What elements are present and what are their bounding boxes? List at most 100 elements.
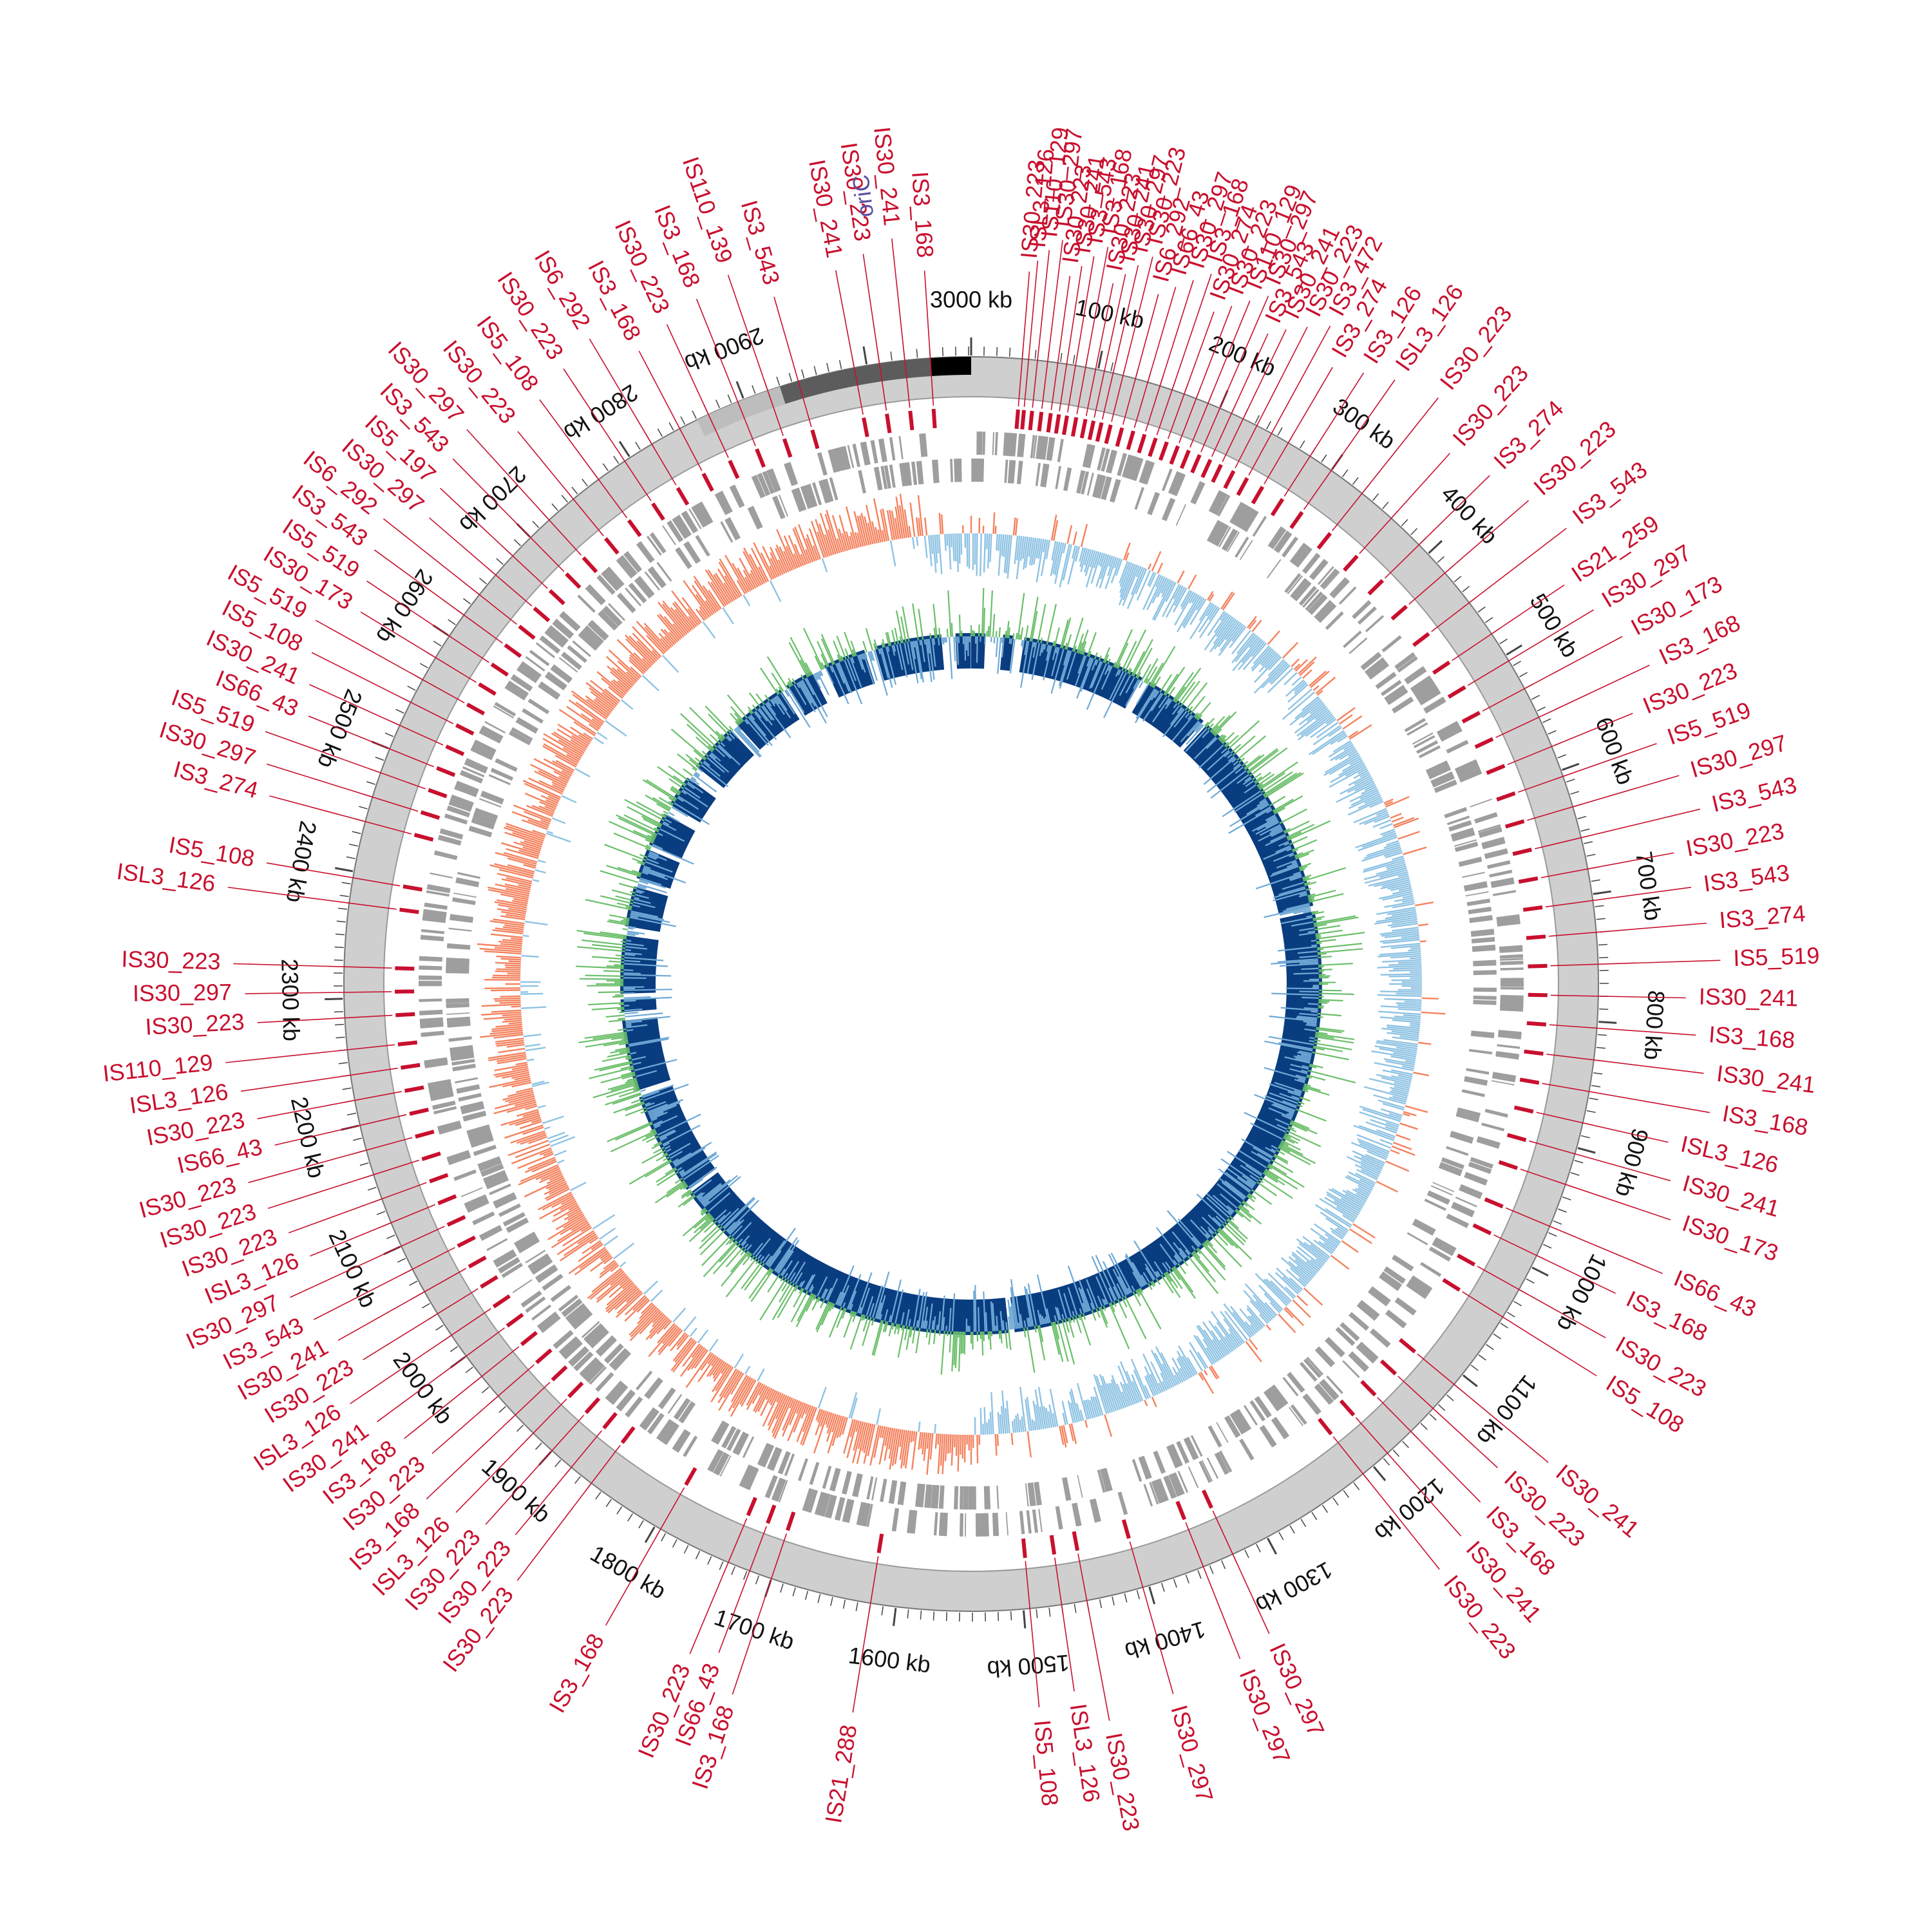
- gc-content-bar: [1265, 1168, 1298, 1190]
- gc-skew-bar: [1349, 724, 1372, 740]
- gc-content-bar: [1224, 741, 1229, 747]
- gc-skew-bar: [649, 1317, 669, 1340]
- gc-content-bar: [1153, 1261, 1164, 1275]
- is-leader-line: [1542, 1083, 1710, 1113]
- gc-skew-bar: [1296, 1294, 1309, 1307]
- gene-block: [446, 1004, 469, 1007]
- gc-skew-bar: [1059, 544, 1070, 588]
- gc-content-bar: [1273, 852, 1294, 862]
- gc-skew-bar: [1282, 1276, 1301, 1294]
- gc-skew-bar: [544, 805, 556, 811]
- gc-content-bar: [913, 641, 916, 648]
- gc-content-bar: [693, 773, 717, 793]
- gene-block: [1218, 1450, 1233, 1473]
- is-element-tick: [1072, 1531, 1080, 1551]
- gc-skew-bar: [1392, 927, 1419, 932]
- gc-content-bar: [1067, 1287, 1078, 1316]
- gene-block: [1473, 960, 1497, 967]
- gc-skew-bar: [558, 775, 569, 782]
- gc-skew-bar: [728, 1376, 750, 1412]
- gc-content-bar: [1046, 603, 1057, 645]
- gc-skew-bar: [691, 585, 714, 616]
- gc-content-bar: [689, 779, 695, 784]
- gc-skew-bar: [743, 569, 755, 590]
- gc-content-bar: [879, 1314, 882, 1320]
- is-element-tick: [1158, 441, 1169, 461]
- gc-skew-bar: [1324, 1197, 1358, 1218]
- gc-content-bar: [1170, 708, 1184, 725]
- gc-skew-bar: [1397, 1008, 1421, 1012]
- gc-content-bar: [820, 634, 835, 665]
- gc-content-bar: [726, 1199, 760, 1233]
- gene-block: [644, 571, 661, 591]
- gc-content-bar: [1313, 1042, 1352, 1050]
- gc-content-bar: [632, 858, 645, 864]
- gene-block: [502, 1212, 526, 1227]
- gc-skew-bar: [510, 1130, 545, 1144]
- gc-content-bar: [1209, 715, 1226, 732]
- gc-content-bar: [839, 1285, 849, 1307]
- gc-content-bar: [1246, 1195, 1255, 1202]
- gc-skew-bar: [1354, 1155, 1383, 1170]
- gc-content-bar: [931, 1320, 934, 1330]
- gc-skew-bar: [1296, 1238, 1327, 1263]
- gc-skew-bar: [1376, 1039, 1418, 1048]
- gc-skew-bar: [819, 513, 835, 555]
- gc-content-bar: [1261, 771, 1293, 793]
- gene-block: [598, 610, 618, 630]
- gc-skew-bar: [518, 849, 540, 857]
- gc-content-bar: [701, 750, 709, 757]
- gc-content-bar: [683, 768, 694, 777]
- gc-content-bar: [1125, 1253, 1145, 1287]
- gc-content-bar: [623, 974, 672, 977]
- gene-block: [1282, 536, 1298, 558]
- is-leader-line: [1548, 922, 1707, 937]
- gene-block: [515, 717, 539, 734]
- gene-block: [721, 1426, 737, 1449]
- gc-content-bar: [1226, 1205, 1235, 1213]
- gc-skew-bar: [591, 718, 603, 726]
- gc-content-bar: [748, 715, 766, 737]
- gc-content-bar: [1076, 658, 1093, 699]
- gc-content-bar: [1312, 1051, 1349, 1061]
- gc-content-bar: [1282, 1100, 1297, 1107]
- gene-block: [1010, 460, 1015, 484]
- gene-block: [661, 1422, 679, 1444]
- gc-skew-bar: [1283, 672, 1298, 686]
- gc-skew-bar: [743, 594, 751, 607]
- gc-content-bar: [673, 775, 687, 786]
- gc-content-bar: [741, 1235, 750, 1245]
- gc-skew-bar: [1348, 1171, 1376, 1186]
- gene-block: [1470, 929, 1495, 937]
- minor-tick: [1010, 1611, 1012, 1621]
- gc-content-bar: [1206, 1239, 1214, 1247]
- gene-block: [1005, 1512, 1009, 1536]
- gene-block: [880, 466, 887, 489]
- gc-skew-bar: [1110, 1379, 1123, 1410]
- minor-tick: [1446, 1394, 1454, 1401]
- is-element-tick: [428, 788, 448, 799]
- gene-block: [616, 558, 633, 579]
- gc-content-bar: [775, 1249, 791, 1273]
- gene-block: [501, 1262, 523, 1278]
- gc-content-bar: [623, 996, 651, 999]
- gc-content-bar: [605, 1092, 641, 1106]
- gc-content-bar: [1043, 1318, 1046, 1324]
- gene-block: [516, 1235, 539, 1252]
- gc-skew-bar: [1173, 587, 1188, 613]
- gene-block: [1331, 579, 1350, 599]
- gc-skew-bar: [509, 1115, 540, 1126]
- minor-tick: [571, 486, 578, 495]
- gc-skew-bar: [753, 542, 773, 580]
- gc-content-bar: [1281, 1114, 1292, 1121]
- gc-skew-bar: [625, 634, 655, 665]
- gc-skew-bar: [1094, 1396, 1102, 1416]
- gc-skew-bar: [880, 509, 888, 542]
- gc-skew-bar: [1309, 702, 1325, 714]
- scale-tick-label: 1000 kb: [1552, 1250, 1613, 1336]
- gene-block: [485, 1175, 509, 1189]
- gene-block: [1427, 764, 1452, 780]
- gene-block: [1464, 1076, 1488, 1086]
- gc-skew-bar: [1385, 796, 1410, 808]
- gc-content-bar: [630, 914, 639, 918]
